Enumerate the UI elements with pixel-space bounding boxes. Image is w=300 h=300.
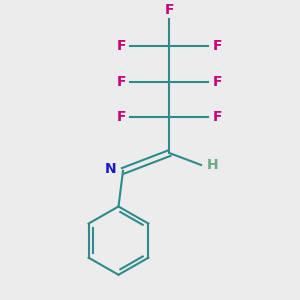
Text: F: F [116, 39, 126, 53]
Text: F: F [213, 75, 223, 89]
Text: F: F [116, 110, 126, 124]
Text: F: F [213, 110, 223, 124]
Text: F: F [165, 3, 174, 17]
Text: F: F [116, 75, 126, 89]
Text: F: F [213, 39, 223, 53]
Text: N: N [105, 162, 116, 176]
Text: H: H [206, 158, 218, 172]
